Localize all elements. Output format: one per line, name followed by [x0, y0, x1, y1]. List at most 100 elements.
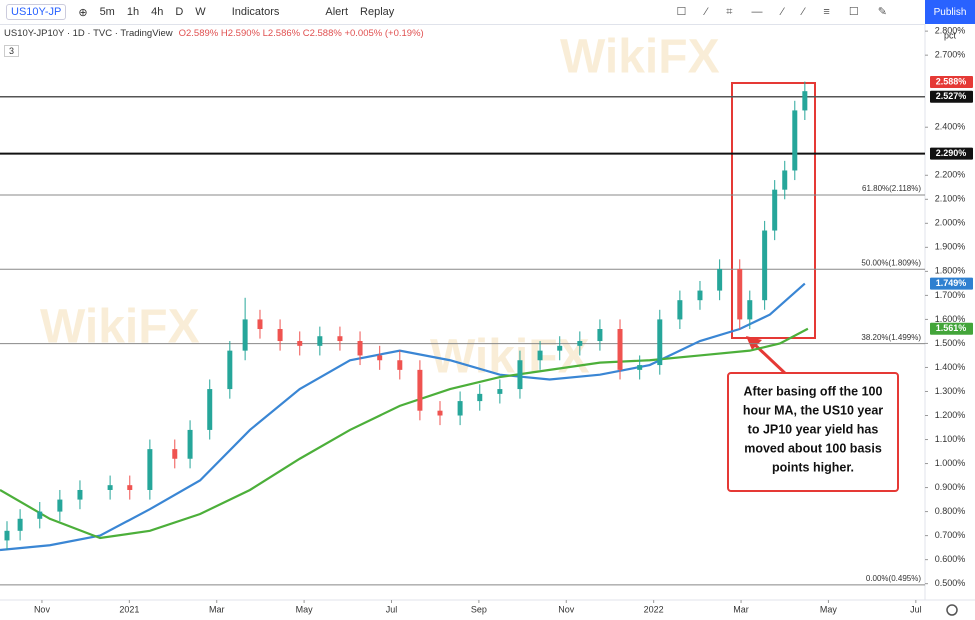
- replay[interactable]: Replay: [360, 6, 395, 18]
- candle-body: [747, 300, 753, 320]
- candle-body: [227, 350, 233, 390]
- price-label: 2.527%: [936, 91, 967, 101]
- candle-body: [277, 329, 283, 342]
- y-tick-label: 1.600%: [935, 314, 966, 324]
- price-label-bg: [930, 277, 973, 290]
- interval[interactable]: W: [195, 6, 206, 18]
- watermark: WikiFX: [560, 31, 720, 84]
- x-tick-label: 2021: [119, 604, 139, 614]
- interval[interactable]: D: [175, 6, 184, 18]
- x-tick-label: May: [820, 604, 838, 614]
- x-tick-label: Nov: [34, 604, 51, 614]
- candle-body: [677, 300, 683, 320]
- candle-body: [762, 230, 768, 301]
- indicators[interactable]: Indicators: [231, 6, 280, 18]
- annotation-text: points higher.: [772, 460, 854, 474]
- candle-body: [657, 319, 663, 366]
- y-tick-label: 1.300%: [935, 386, 966, 396]
- highlight-box: [731, 82, 816, 339]
- candle-body: [147, 449, 153, 490]
- interval[interactable]: 1h: [126, 6, 140, 18]
- y-tick-label: 0.600%: [935, 554, 966, 564]
- candle-body: [257, 319, 263, 330]
- symbol[interactable]: US10Y-JP: [6, 4, 67, 20]
- y-tick-label: 0.800%: [935, 506, 966, 516]
- y-tick-label: 2.200%: [935, 170, 966, 180]
- candle-body: [317, 336, 323, 346]
- y-tick-label: 1.500%: [935, 338, 966, 348]
- candle-body: [497, 389, 503, 394]
- y-tick-label: 1.900%: [935, 242, 966, 252]
- arrow-head: [746, 336, 762, 350]
- legend-title: US10Y-JP10Y · 1D · TVC · TradingView: [4, 28, 173, 39]
- price-label-bg: [930, 76, 973, 89]
- legend-ohlc: O2.589% H2.590% L2.586% C2.588% +0.005% …: [178, 28, 424, 39]
- candle-body: [187, 429, 193, 459]
- alert[interactable]: Alert: [325, 6, 349, 18]
- annotation-text: hour MA, the US10 year: [743, 403, 883, 417]
- candle-body: [17, 518, 23, 531]
- interval[interactable]: 5m: [99, 6, 115, 18]
- candle-body: [802, 91, 808, 111]
- y-tick-label: 0.900%: [935, 482, 966, 492]
- candle-body: [772, 189, 778, 231]
- y-tick-label: 1.000%: [935, 458, 966, 468]
- candle-body: [337, 336, 343, 342]
- publish-button[interactable]: Publish: [925, 0, 975, 24]
- y-tick-label: 1.700%: [935, 290, 966, 300]
- legend: US10Y-JP10Y · 1D · TVC · TradingView O2.5…: [4, 28, 424, 39]
- candle-body: [4, 530, 10, 541]
- y-tick-label: 2.800%: [935, 26, 966, 36]
- moving-average: [0, 327, 809, 540]
- annotation-box: [727, 372, 899, 492]
- y-tick-label: 0.500%: [935, 578, 966, 588]
- x-tick-label: Mar: [733, 604, 749, 614]
- candle-body: [37, 511, 43, 519]
- add-symbol[interactable]: ⊕: [78, 6, 88, 19]
- x-tick-label: Mar: [209, 604, 225, 614]
- price-label: 2.588%: [936, 76, 967, 86]
- y-tick-label: 2.000%: [935, 218, 966, 228]
- y-tick-label: 2.700%: [935, 50, 966, 60]
- drawing-tools[interactable]: ☐ ⁄ ⌗ — ⁄ ⁄ ≡ ☐ ✎: [676, 6, 895, 18]
- candle-body: [77, 489, 83, 500]
- x-tick-label: 2022: [644, 604, 664, 614]
- candle-body: [737, 268, 743, 320]
- y-tick-label: 1.400%: [935, 362, 966, 372]
- x-tick-label: Jul: [386, 604, 398, 614]
- price-label: 2.290%: [936, 148, 967, 158]
- candle-body: [617, 329, 623, 370]
- y-tick-label: 1.100%: [935, 434, 966, 444]
- candle-body: [782, 170, 788, 190]
- x-tick-label: May: [296, 604, 314, 614]
- interval[interactable]: 4h: [151, 6, 164, 18]
- x-tick-label: Nov: [558, 604, 575, 614]
- toolbar: US10Y-JP ⊕ 5m 1h 4h D W Indicators Alert…: [0, 0, 925, 25]
- fib-label: 0.00%(0.495%): [866, 574, 921, 583]
- candle-body: [207, 389, 213, 430]
- x-tick-label: Jul: [910, 604, 922, 614]
- price-label: 1.561%: [936, 323, 967, 333]
- candle-body: [297, 341, 303, 346]
- candle-body: [377, 355, 383, 361]
- candle-body: [107, 485, 113, 490]
- fib-label: 38.20%(1.499%): [861, 333, 921, 342]
- candle-body: [397, 360, 403, 370]
- y-tick-label: 1.800%: [935, 266, 966, 276]
- settings-icon[interactable]: [946, 604, 958, 616]
- fib-label: 50.00%(1.809%): [861, 258, 921, 267]
- candle-body: [697, 290, 703, 301]
- legend-collapse[interactable]: 3: [4, 45, 20, 57]
- price-label-bg: [930, 90, 973, 103]
- candle-body: [537, 350, 543, 361]
- watermark: WikiFX: [40, 301, 200, 354]
- moving-average: [0, 282, 806, 552]
- candle-body: [357, 341, 363, 356]
- candle-body: [717, 268, 723, 291]
- candle-body: [172, 449, 178, 459]
- candle-body: [57, 499, 63, 512]
- candle-body: [517, 360, 523, 390]
